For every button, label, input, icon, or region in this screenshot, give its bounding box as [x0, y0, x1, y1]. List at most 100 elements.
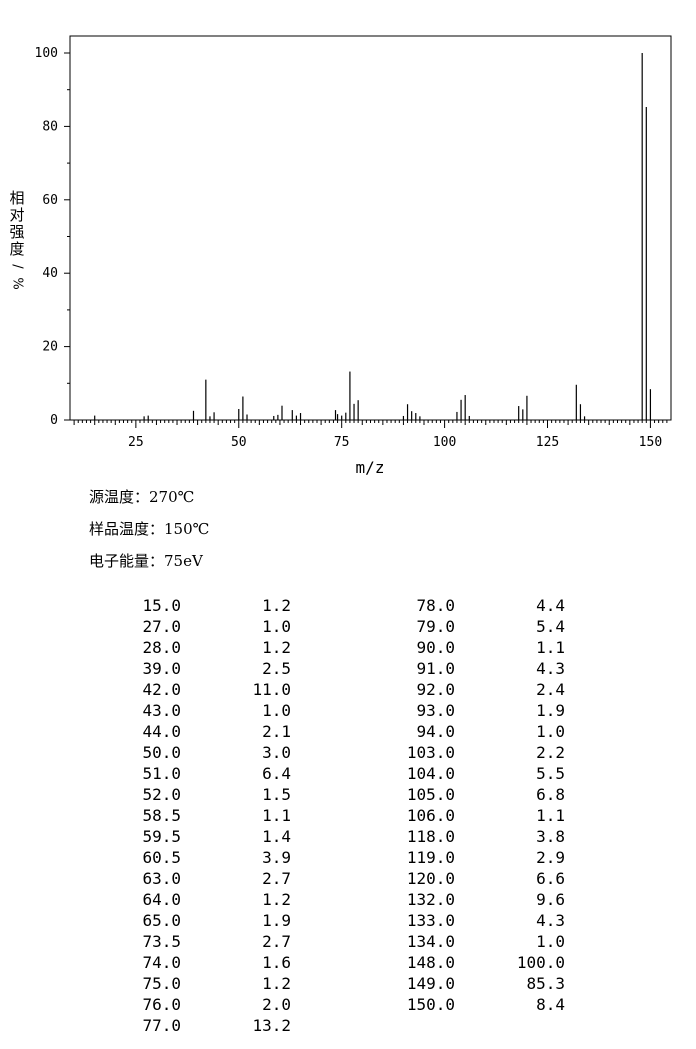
table-row: 15.0 1.2	[0, 596, 696, 617]
x-tick-label: 150	[639, 435, 662, 450]
mz-value: 60.5	[142, 848, 181, 867]
table-row: 50.0 3.0	[0, 743, 696, 764]
intensity-value: 6.4	[262, 764, 291, 783]
table-row: 92.0 2.4	[0, 680, 696, 701]
mz-value: 132.0	[406, 890, 455, 909]
mz-value: 150.0	[406, 995, 455, 1014]
mz-value: 39.0	[142, 659, 181, 678]
mz-value: 27.0	[142, 617, 181, 636]
intensity-value: 2.7	[262, 932, 291, 951]
x-tick-label: 75	[334, 435, 350, 450]
mz-value: 94.0	[416, 722, 455, 741]
table-row: 64.0 1.2	[0, 890, 696, 911]
mz-value: 119.0	[406, 848, 455, 867]
table-row: 106.0 1.1	[0, 806, 696, 827]
table-row: 119.0 2.9	[0, 848, 696, 869]
table-row: 118.0 3.8	[0, 827, 696, 848]
y-axis-ticks: 0 20 40 60 80 100	[35, 46, 70, 428]
mz-value: 118.0	[406, 827, 455, 846]
table-row: 77.0 13.2	[0, 1016, 696, 1037]
table-row: 148.0 100.0	[0, 953, 696, 974]
intensity-value: 1.2	[262, 974, 291, 993]
intensity-value: 1.9	[536, 701, 565, 720]
intensity-value: 2.5	[262, 659, 291, 678]
x-tick-label: 100	[433, 435, 456, 450]
mz-value: 42.0	[142, 680, 181, 699]
intensity-value: 1.5	[262, 785, 291, 804]
mz-value: 63.0	[142, 869, 181, 888]
table-row: 120.0 6.6	[0, 869, 696, 890]
spectrum-peaks	[94, 53, 652, 420]
intensity-value: 4.3	[536, 659, 565, 678]
table-row: 76.0 2.0	[0, 995, 696, 1016]
y-axis-label-char: /	[9, 264, 25, 269]
table-row: 44.0 2.1	[0, 722, 696, 743]
table-row: 51.0 6.4	[0, 764, 696, 785]
intensity-value: 2.4	[536, 680, 565, 699]
mz-value: 133.0	[406, 911, 455, 930]
intensity-value: 1.0	[262, 701, 291, 720]
x-tick-label: 125	[536, 435, 559, 450]
x-axis-label: m/z	[356, 458, 385, 477]
mz-value: 15.0	[142, 596, 181, 615]
table-row: 90.0 1.1	[0, 638, 696, 659]
intensity-value: 3.8	[536, 827, 565, 846]
table-row: 149.0 85.3	[0, 974, 696, 995]
intensity-value: 1.1	[536, 638, 565, 657]
intensity-value: 1.2	[262, 638, 291, 657]
table-row: 27.0 1.0	[0, 617, 696, 638]
mz-value: 103.0	[406, 743, 455, 762]
mz-value: 28.0	[142, 638, 181, 657]
table-row: 63.0 2.7	[0, 869, 696, 890]
intensity-value: 1.0	[262, 617, 291, 636]
y-axis-label-char: %	[9, 277, 25, 290]
intensity-value: 3.9	[262, 848, 291, 867]
mz-value: 51.0	[142, 764, 181, 783]
table-row: 58.5 1.1	[0, 806, 696, 827]
y-tick-label: 60	[42, 193, 58, 208]
mz-value: 64.0	[142, 890, 181, 909]
table-row: 93.0 1.9	[0, 701, 696, 722]
intensity-value: 4.3	[536, 911, 565, 930]
table-row: 52.0 1.5	[0, 785, 696, 806]
intensity-value: 6.8	[536, 785, 565, 804]
intensity-value: 1.2	[262, 890, 291, 909]
intensity-value: 100.0	[516, 953, 565, 972]
y-axis-label: 相对强度 /%	[8, 190, 26, 292]
table-row: 103.0 2.2	[0, 743, 696, 764]
x-axis-ticks: 25 50 75 100 125 150	[73, 420, 668, 450]
peak-table: 15.0 1.2 27.0 1.0 28.0 1.2 39.0 2.5 42.0 11.0 43.0…	[0, 596, 696, 1046]
table-row: 75.0 1.2	[0, 974, 696, 995]
source-temperature: 源温度：270℃	[89, 488, 195, 506]
intensity-value: 9.6	[536, 890, 565, 909]
intensity-value: 1.1	[262, 806, 291, 825]
y-axis-label-char: 强	[9, 223, 25, 241]
mz-value: 148.0	[406, 953, 455, 972]
mz-value: 58.5	[142, 806, 181, 825]
mz-value: 91.0	[416, 659, 455, 678]
intensity-value: 2.2	[536, 743, 565, 762]
table-row: 79.0 5.4	[0, 617, 696, 638]
intensity-value: 3.0	[262, 743, 291, 762]
x-tick-label: 25	[128, 435, 144, 450]
table-row: 43.0 1.0	[0, 701, 696, 722]
intensity-value: 6.6	[536, 869, 565, 888]
table-row: 60.5 3.9	[0, 848, 696, 869]
mz-value: 43.0	[142, 701, 181, 720]
table-row: 150.0 8.4	[0, 995, 696, 1016]
y-tick-label: 80	[42, 119, 58, 134]
mz-value: 134.0	[406, 932, 455, 951]
mz-value: 65.0	[142, 911, 181, 930]
table-row: 134.0 1.0	[0, 932, 696, 953]
y-axis-label-char: 度	[9, 240, 25, 258]
intensity-value: 1.6	[262, 953, 291, 972]
table-row: 73.5 2.7	[0, 932, 696, 953]
table-row: 91.0 4.3	[0, 659, 696, 680]
table-row: 28.0 1.2	[0, 638, 696, 659]
table-row: 78.0 4.4	[0, 596, 696, 617]
mz-value: 120.0	[406, 869, 455, 888]
y-tick-label: 20	[42, 340, 58, 355]
mz-value: 73.5	[142, 932, 181, 951]
y-axis-label-char: 对	[9, 206, 25, 224]
intensity-value: 13.2	[252, 1016, 291, 1035]
